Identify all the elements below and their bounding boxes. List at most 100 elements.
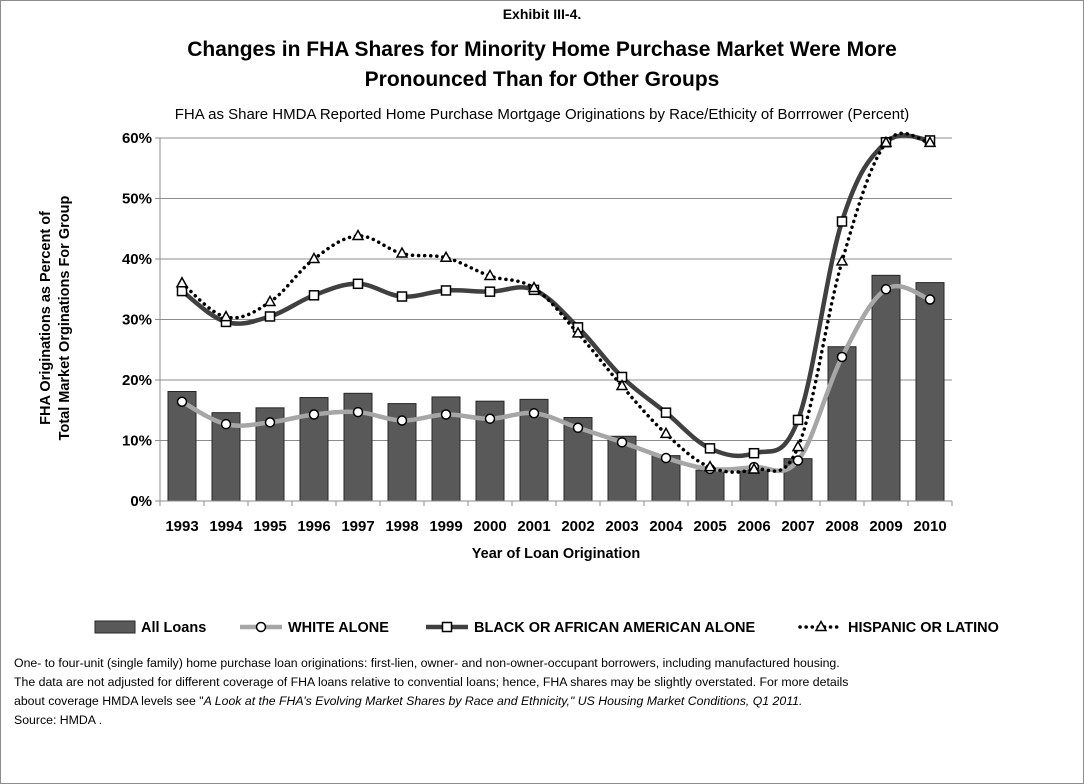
point-2007 (791, 440, 805, 452)
bar-all-loans-2008 (827, 346, 857, 502)
point-1999 (439, 250, 453, 263)
point-1994 (220, 418, 232, 430)
legend-label: WHITE ALONE (288, 620, 389, 636)
point-2004 (660, 407, 672, 418)
point-2000 (484, 413, 496, 424)
point-1997 (351, 228, 365, 241)
point-2010 (923, 135, 937, 148)
y-tick-label: 10% (122, 433, 152, 450)
point-1996 (308, 409, 320, 420)
bar-all-loans-2009 (871, 274, 901, 502)
point-2005 (703, 460, 717, 472)
x-tick-label: 2004 (649, 518, 683, 535)
exhibit-label: Exhibit III-4. (502, 6, 582, 22)
bar-all-loans-2007 (783, 458, 813, 502)
point-2000 (484, 286, 496, 297)
legend-item-2: BLACK OR AFRICAN AMERICAN ALONE (426, 620, 755, 636)
y-tick-label: 30% (122, 312, 152, 329)
point-1996 (308, 290, 320, 301)
x-tick-label: 2010 (913, 518, 946, 535)
y-tick-label: 60% (122, 130, 152, 147)
bar-all-loans-2005 (695, 469, 725, 502)
x-tick-label: 1997 (341, 518, 374, 535)
point-2002 (571, 326, 585, 338)
x-tick-label: 1993 (165, 518, 198, 535)
point-1997 (352, 278, 364, 290)
gridlines (160, 137, 952, 441)
point-1993 (176, 396, 188, 408)
line-series (175, 131, 937, 475)
x-tick-label: 2000 (473, 518, 506, 535)
point-1993 (175, 276, 189, 288)
legend-label: All Loans (141, 620, 206, 636)
point-2003 (616, 437, 628, 448)
point-2005 (704, 443, 716, 454)
chart-title-line-1: Changes in FHA Shares for Minority Home … (187, 38, 897, 61)
note-line-2: The data are not adjusted for different … (14, 675, 849, 689)
legend-swatch-marker (441, 621, 453, 633)
note-line-3: about coverage HMDA levels see "A Look a… (14, 692, 1074, 711)
x-tick-label: 2003 (605, 518, 638, 535)
note-source: Source: HMDA . (14, 713, 103, 727)
x-tick-label: 1995 (253, 518, 286, 535)
legend-item-1: WHITE ALONE (240, 620, 389, 636)
chart-svg: 0% 10% 20% 30% 40% 50% 60% 1993 1994 1995 1996 1997… (38, 130, 999, 636)
point-1995 (264, 311, 276, 322)
y-axis-title-line: Total Market Orginations For Group (57, 196, 73, 441)
point-1995 (263, 294, 277, 307)
y-axis-title-line: FHA Originations as Percent of (38, 211, 54, 425)
x-tick-label: 2006 (737, 518, 770, 535)
series-white-alone (176, 283, 936, 475)
point-2008 (836, 216, 848, 227)
x-axis-title: Year of Loan Origination (472, 546, 640, 562)
point-2000 (483, 268, 497, 281)
point-1998 (395, 246, 409, 258)
x-tick-label: 1999 (429, 518, 462, 535)
y-tick-label: 0% (130, 493, 152, 510)
point-2007 (792, 414, 804, 426)
x-tick-label: 2008 (825, 518, 858, 535)
legend-label: HISPANIC OR LATINO (848, 620, 999, 636)
x-tick-label: 2002 (561, 518, 594, 535)
x-tick-label: 2001 (517, 518, 550, 535)
point-1998 (396, 291, 408, 302)
point-1999 (440, 409, 452, 420)
note-line-3-citation: A Look at the FHA’s Evolving Market Shar… (203, 694, 803, 708)
note-line-3-prefix: about coverage HMDA levels see " (14, 694, 204, 708)
note-line-1: One- to four-unit (single family) home p… (14, 656, 840, 670)
legend-swatch (94, 620, 136, 634)
legend-label: BLACK OR AFRICAN AMERICAN ALONE (474, 620, 755, 636)
x-tick-label: 2005 (693, 518, 726, 535)
point-2008 (836, 351, 848, 363)
point-1995 (264, 417, 276, 428)
point-1998 (396, 415, 408, 426)
point-2002 (572, 422, 584, 434)
point-1996 (307, 251, 321, 264)
point-2004 (659, 426, 673, 439)
point-2009 (879, 135, 893, 148)
y-tick-label: 40% (122, 251, 152, 268)
point-2001 (528, 408, 540, 419)
point-2007 (792, 455, 804, 466)
bar-all-loans-2010 (915, 282, 945, 502)
series-line (180, 133, 931, 459)
point-1997 (352, 406, 364, 418)
y-axis-title: FHA Originations as Percent of Total Mark… (38, 196, 73, 441)
point-2001 (527, 280, 541, 293)
x-tick-label: 2009 (869, 518, 902, 535)
legend: All Loans WHITE ALONE BLACK OR AFRICAN AME… (94, 619, 999, 636)
y-tick-label: 50% (122, 191, 152, 208)
notes: One- to four-unit (single family) home p… (14, 654, 1074, 730)
x-tick-label: 1998 (385, 518, 418, 535)
series-line (180, 283, 931, 474)
x-tick-label: 2007 (781, 518, 814, 535)
point-2010 (924, 294, 936, 305)
point-2003 (615, 379, 629, 391)
axes: 0% 10% 20% 30% 40% 50% 60% 1993 1994 1995 1996 1997… (38, 130, 953, 562)
legend-item-3: HISPANIC OR LATINO (798, 619, 999, 636)
point-2004 (660, 452, 672, 464)
point-1994 (219, 310, 233, 322)
point-2006 (748, 447, 760, 459)
series-hispanic-or-latino (175, 131, 937, 474)
point-2009 (880, 284, 892, 295)
